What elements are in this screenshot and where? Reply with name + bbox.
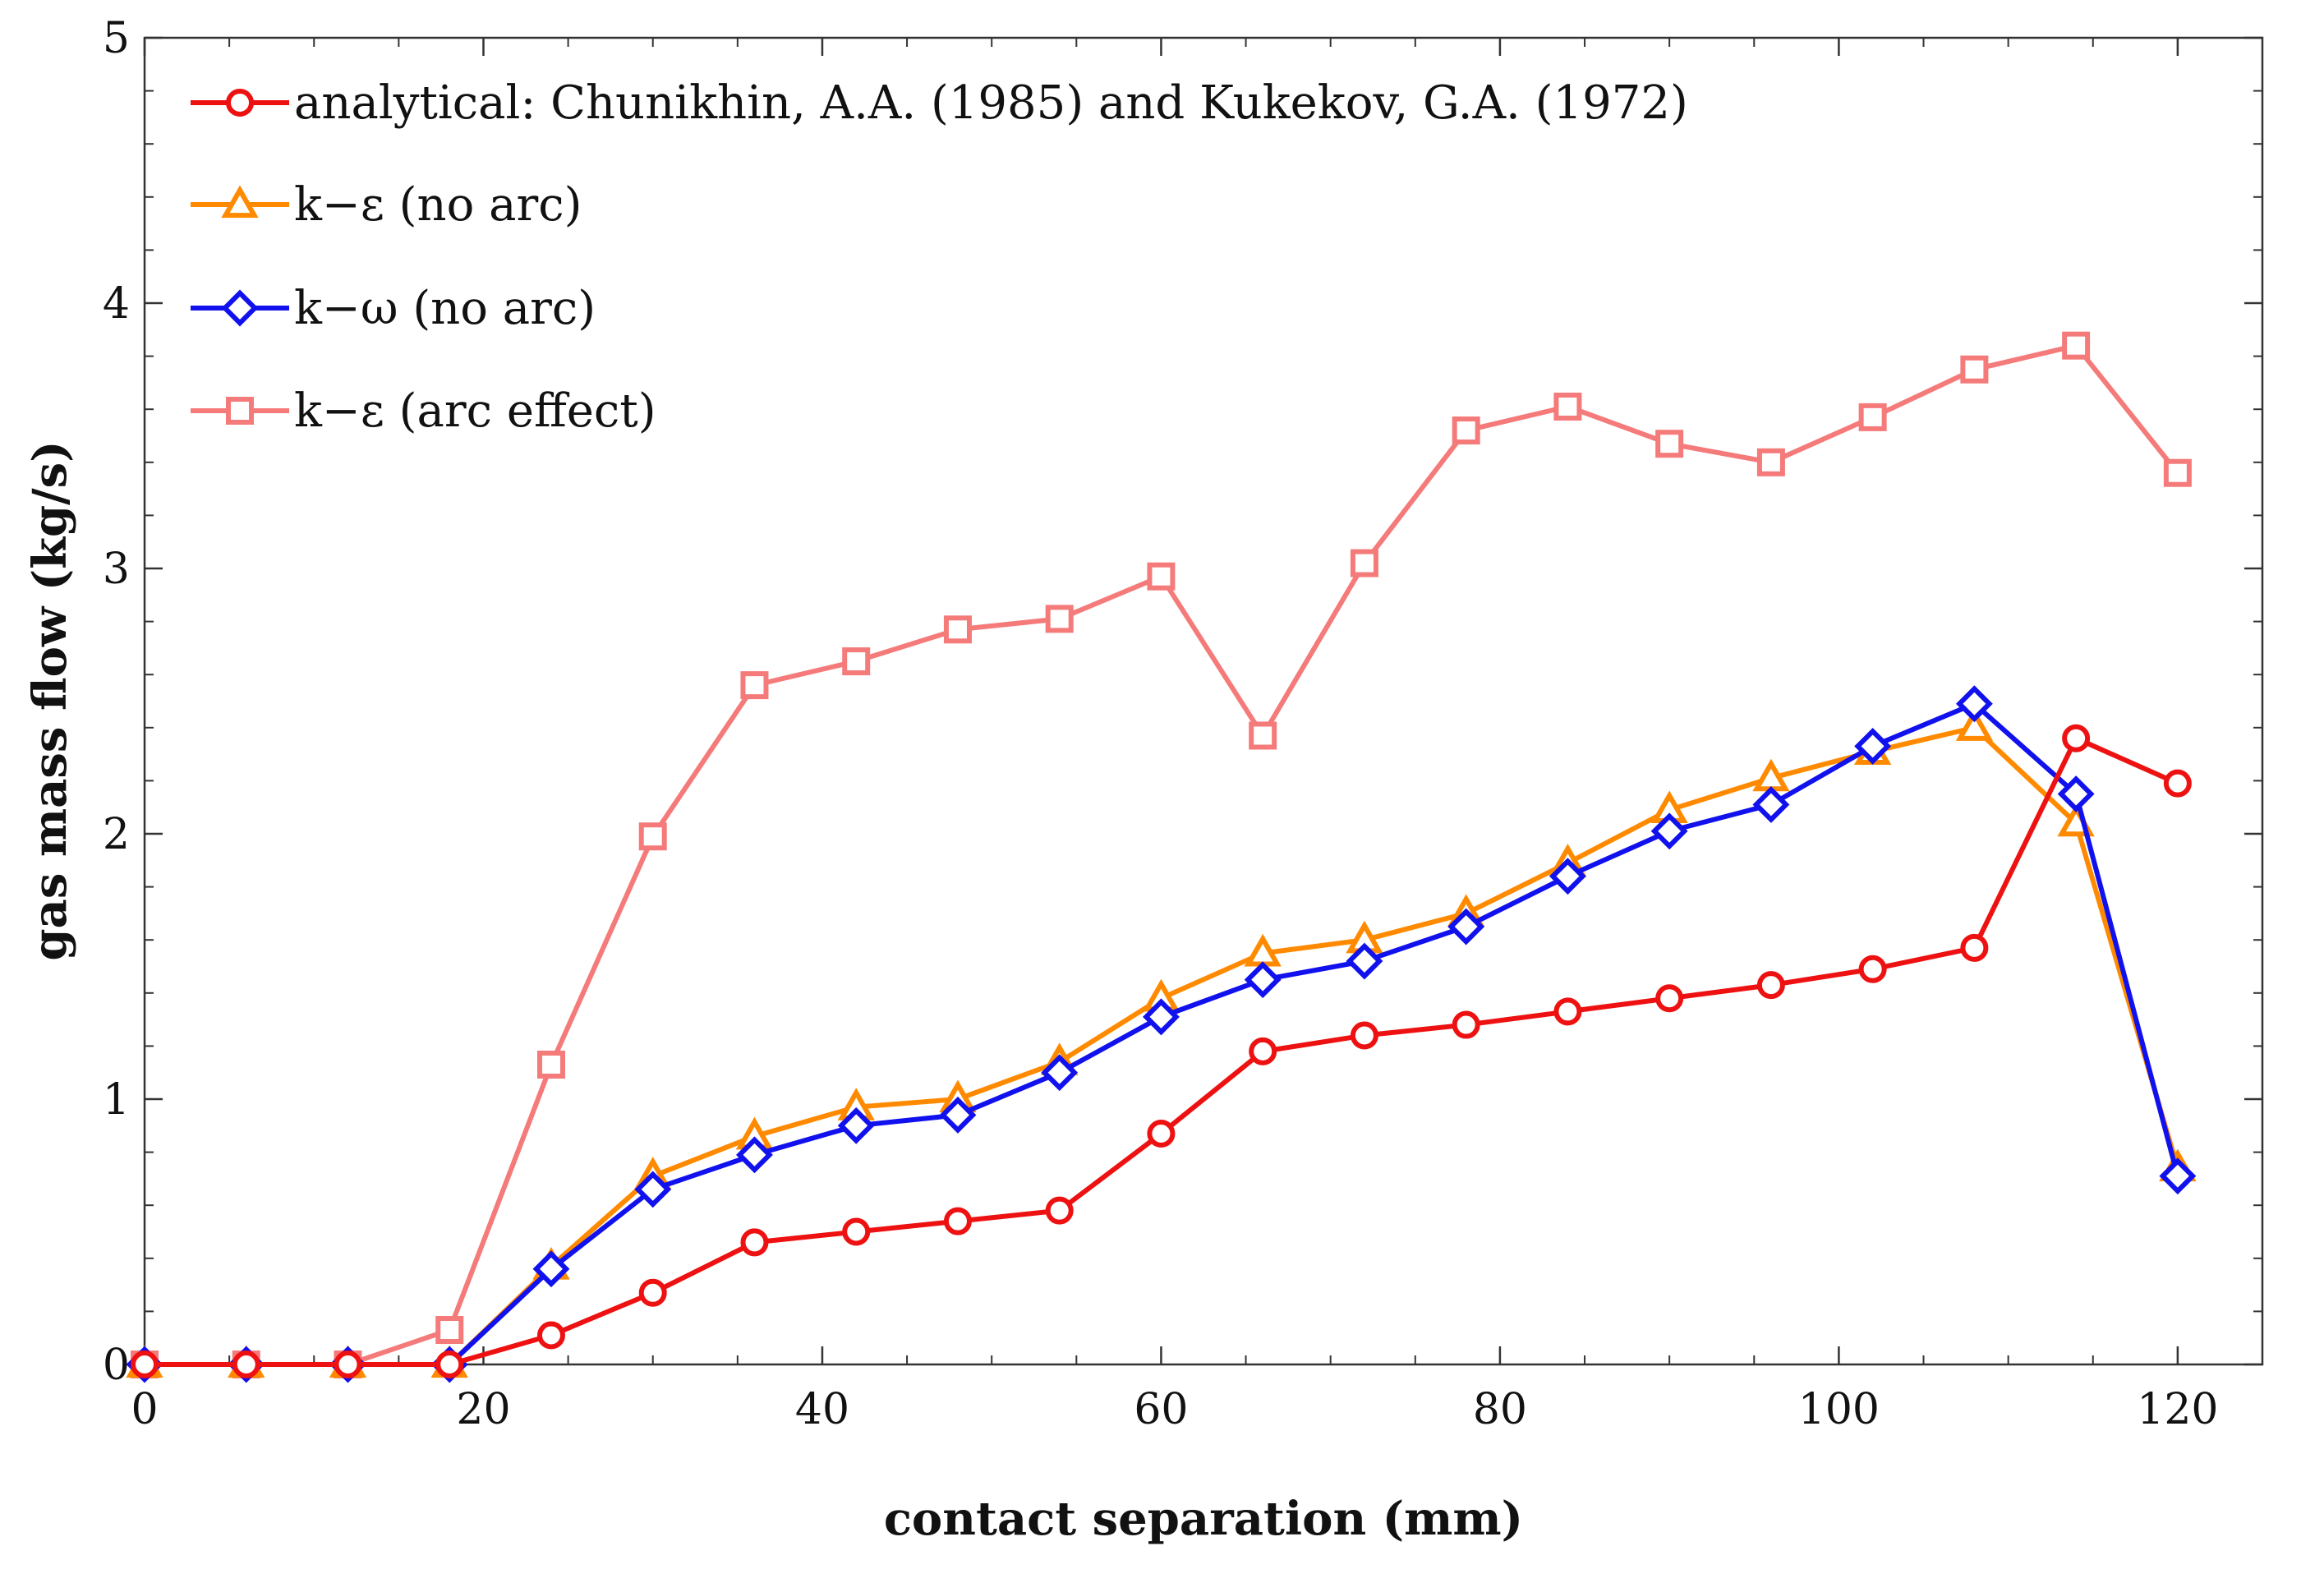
legend-marker: [221, 289, 259, 327]
x-tick-label: 100: [1798, 1385, 1880, 1434]
data-point: [1553, 392, 1582, 421]
data-point: [638, 1278, 667, 1307]
data-point: [532, 1250, 570, 1288]
legend-marker: [226, 397, 254, 425]
data-point: [740, 1228, 769, 1257]
data-point: [1045, 605, 1074, 633]
data-point: [1452, 1010, 1480, 1039]
data-point: [2057, 775, 2095, 812]
x-axis-title: contact separation (mm): [884, 1492, 1523, 1546]
data-point: [2163, 769, 2192, 798]
data-point: [1249, 721, 1277, 750]
x-tick-label: 20: [456, 1385, 510, 1434]
series-layer: [126, 331, 2197, 1383]
legend-label: k−ω (no arc): [294, 282, 596, 335]
data-point: [1756, 971, 1785, 1000]
data-point: [1858, 955, 1887, 983]
data-point: [334, 1350, 362, 1378]
data-point: [1045, 1196, 1074, 1225]
data-point: [1244, 961, 1282, 999]
legend-label: k−ε (arc effect): [294, 384, 656, 438]
data-point: [1858, 403, 1887, 431]
data-point: [536, 1051, 565, 1079]
legend-entry: k−ε (arc effect): [191, 384, 656, 438]
legend-entry: k−ε (no arc): [191, 178, 582, 232]
data-point: [1756, 448, 1785, 476]
series-0: [131, 724, 2192, 1378]
data-point: [2062, 331, 2091, 360]
x-tick-label: 120: [2137, 1385, 2218, 1434]
data-point: [1549, 858, 1586, 895]
series-line: [145, 343, 2180, 1367]
y-tick-label: 1: [103, 1075, 130, 1125]
data-point: [1960, 355, 1989, 384]
data-point: [536, 1321, 565, 1350]
series-1: [126, 708, 2197, 1378]
y-tick-label: 3: [103, 545, 130, 594]
series-line: [145, 735, 2179, 1367]
data-point: [1960, 933, 1989, 962]
data-point: [2163, 458, 2192, 487]
data-point: [1447, 908, 1485, 946]
data-point: [638, 822, 667, 851]
data-point: [1553, 997, 1582, 1026]
legend-label: k−ε (no arc): [294, 178, 582, 232]
data-point: [2159, 1157, 2197, 1195]
legend-entry: k−ω (no arc): [191, 282, 596, 335]
data-point: [1452, 416, 1480, 445]
data-point: [837, 1107, 875, 1144]
data-point: [131, 1350, 159, 1378]
data-point: [1955, 685, 1993, 723]
series-line: [145, 725, 2180, 1367]
series-2: [126, 685, 2197, 1383]
y-tick-label: 5: [103, 14, 130, 63]
data-point: [1655, 984, 1684, 1013]
data-point: [435, 1350, 464, 1378]
legend-marker: [221, 185, 259, 219]
x-tick-label: 60: [1134, 1385, 1188, 1434]
legend-entry: analytical: Chunikhin, A.A. (1985) and K…: [191, 76, 1688, 130]
y-tick-label: 4: [103, 279, 130, 329]
data-point: [634, 1171, 672, 1208]
data-point: [1350, 549, 1378, 577]
data-point: [1854, 727, 1892, 765]
x-tick-label: 80: [1473, 1385, 1527, 1434]
y-tick-label: 0: [103, 1341, 130, 1390]
data-point: [943, 615, 972, 644]
data-point: [943, 1207, 972, 1235]
y-tick-label: 2: [103, 810, 130, 859]
data-point: [1350, 1021, 1378, 1050]
data-point: [1249, 1037, 1277, 1065]
data-point: [842, 647, 871, 676]
data-point: [1142, 998, 1180, 1036]
legend-label: analytical: Chunikhin, A.A. (1985) and K…: [294, 76, 1688, 130]
data-point: [1346, 942, 1383, 980]
data-point: [736, 1136, 773, 1174]
data-point: [1955, 708, 1994, 741]
data-point: [1655, 430, 1684, 458]
x-tick-label: 0: [131, 1385, 158, 1434]
series-3: [131, 331, 2192, 1378]
data-point: [1752, 786, 1790, 823]
data-point: [1041, 1054, 1079, 1092]
data-point: [740, 671, 769, 700]
data-point: [435, 1316, 464, 1345]
data-point: [2062, 724, 2091, 752]
legend-marker: [226, 89, 254, 117]
data-point: [1147, 562, 1176, 591]
data-point: [232, 1350, 260, 1378]
data-point: [1650, 812, 1688, 850]
plot-frame: [143, 36, 2264, 1366]
legend: analytical: Chunikhin, A.A. (1985) and K…: [191, 76, 1688, 438]
data-point: [1147, 1119, 1176, 1148]
data-point: [842, 1217, 871, 1246]
data-point: [939, 1096, 977, 1134]
y-axis-title: gas mass flow (kg/s): [23, 440, 77, 960]
ticks: 0 20 40 60 80 100 120 0 1 2 3 4 5: [103, 14, 2263, 1434]
x-tick-label: 40: [795, 1385, 849, 1434]
